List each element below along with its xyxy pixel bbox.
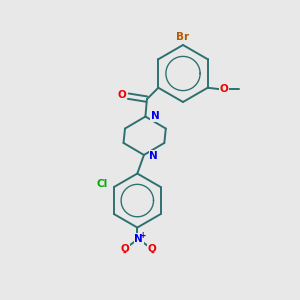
Text: -: - [150,249,154,258]
Text: O: O [117,90,126,100]
Text: Br: Br [176,32,190,42]
Text: +: + [140,232,146,241]
Text: -: - [123,249,127,258]
Text: Cl: Cl [96,179,107,189]
Text: O: O [120,244,129,254]
Text: N: N [151,111,160,121]
Text: N: N [134,234,143,244]
Text: N: N [149,151,158,160]
Text: O: O [148,244,157,254]
Text: O: O [220,84,229,94]
